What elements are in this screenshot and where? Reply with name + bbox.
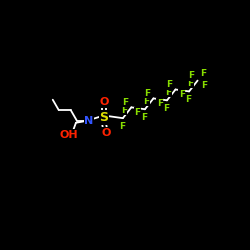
- Text: F: F: [143, 97, 149, 106]
- Text: F: F: [187, 79, 193, 88]
- Text: F: F: [144, 89, 150, 98]
- Text: F: F: [163, 104, 169, 113]
- Text: F: F: [188, 71, 194, 80]
- Text: F: F: [179, 90, 185, 99]
- Text: OH: OH: [60, 130, 78, 140]
- Text: F: F: [166, 80, 172, 89]
- Text: F: F: [165, 88, 171, 97]
- Text: F: F: [121, 106, 127, 115]
- Text: F: F: [134, 108, 141, 117]
- Text: S: S: [99, 111, 108, 124]
- Text: F: F: [119, 122, 125, 130]
- Text: O: O: [101, 128, 110, 138]
- Text: F: F: [122, 98, 128, 107]
- Text: F: F: [141, 113, 147, 122]
- Text: F: F: [157, 99, 163, 108]
- Text: F: F: [200, 69, 206, 78]
- Text: F: F: [185, 95, 191, 104]
- Text: N: N: [84, 116, 94, 126]
- Text: F: F: [201, 81, 207, 90]
- Text: O: O: [99, 97, 108, 107]
